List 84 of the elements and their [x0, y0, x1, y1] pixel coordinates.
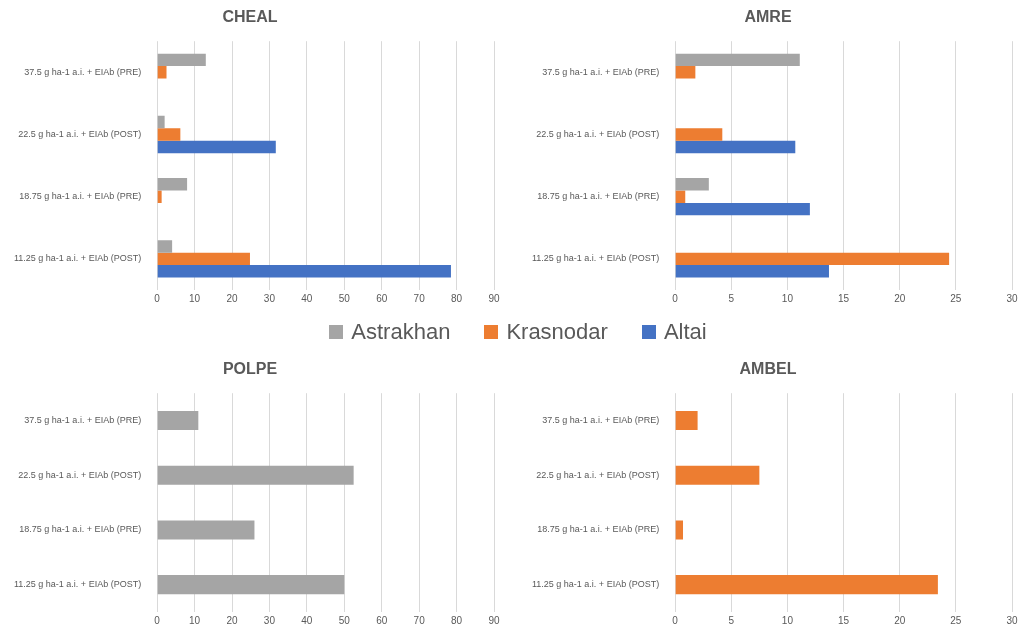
legend-label: Astrakhan — [351, 319, 451, 345]
y-tick-label: 37.5 g ha-1 a.i. + EIAb (PRE) — [24, 66, 142, 77]
x-tick-label: 20 — [894, 614, 906, 626]
x-tick-label: 20 — [226, 292, 238, 304]
x-tick-label: 80 — [451, 292, 463, 304]
x-tick-label: 25 — [950, 614, 962, 626]
bar — [157, 128, 181, 141]
bar — [675, 265, 829, 278]
x-tick-label: 0 — [154, 614, 161, 626]
y-tick-label: 22.5 g ha-1 a.i. + EIAb (POST) — [536, 128, 660, 139]
chart-title: AMBEL — [739, 360, 797, 378]
y-tick-label: 22.5 g ha-1 a.i. + EIAb (POST) — [18, 469, 142, 480]
x-tick-label: 70 — [413, 292, 426, 304]
bar — [675, 178, 709, 191]
x-tick-label: 60 — [376, 292, 388, 304]
y-tick-label: 11.25 g ha-1 a.i. + EIAb (POST) — [13, 579, 142, 590]
bar — [675, 140, 796, 154]
bar — [675, 66, 696, 79]
bar — [157, 190, 162, 203]
x-tick-label: 30 — [1006, 614, 1018, 626]
x-tick-label: 25 — [950, 292, 962, 304]
bar — [157, 465, 354, 485]
chart-title: CHEAL — [222, 8, 278, 26]
x-tick-label: 40 — [301, 614, 313, 626]
bar — [675, 252, 950, 266]
bar — [157, 140, 276, 154]
x-tick-label: 5 — [728, 292, 735, 304]
y-tick-label: 11.25 g ha-1 a.i. + EIAb (POST) — [13, 253, 142, 264]
x-tick-label: 50 — [338, 614, 351, 626]
bar — [675, 128, 723, 141]
bar — [157, 240, 173, 253]
bar — [675, 53, 800, 67]
x-tick-label: 90 — [488, 292, 500, 304]
x-tick-label: 50 — [338, 292, 351, 304]
x-tick-label: 90 — [488, 614, 500, 626]
x-tick-label: 60 — [376, 614, 388, 626]
bar — [157, 252, 250, 266]
x-tick-label: 40 — [301, 292, 313, 304]
bar — [675, 465, 760, 485]
y-tick-label: 37.5 g ha-1 a.i. + EIAb (PRE) — [542, 415, 660, 426]
bar — [157, 410, 199, 431]
legend-label: Krasnodar — [506, 319, 608, 345]
x-tick-label: 70 — [413, 614, 426, 626]
bar — [157, 53, 206, 67]
chart-title: POLPE — [222, 360, 278, 378]
chart-title: AMRE — [744, 8, 792, 26]
bar — [157, 575, 345, 595]
bar — [157, 178, 188, 191]
y-tick-label: 18.75 g ha-1 a.i. + EIAb (PRE) — [19, 191, 142, 202]
x-tick-label: 10 — [189, 614, 201, 626]
bar — [675, 575, 938, 595]
x-tick-label: 10 — [781, 614, 794, 626]
bar — [675, 520, 684, 540]
x-tick-label: 15 — [838, 292, 850, 304]
x-tick-label: 10 — [189, 292, 201, 304]
x-tick-label: 30 — [263, 292, 276, 304]
y-tick-label: 11.25 g ha-1 a.i. + EIAb (POST) — [531, 253, 660, 264]
x-tick-label: 0 — [672, 292, 679, 304]
y-tick-label: 18.75 g ha-1 a.i. + EIAb (PRE) — [537, 524, 660, 535]
x-tick-label: 80 — [451, 614, 463, 626]
bar — [157, 115, 165, 129]
x-tick-label: 5 — [728, 614, 735, 626]
bar — [675, 410, 698, 431]
x-tick-label: 10 — [781, 292, 794, 304]
x-tick-label: 0 — [154, 292, 161, 304]
y-tick-label: 18.75 g ha-1 a.i. + EIAb (PRE) — [537, 191, 660, 202]
x-tick-label: 30 — [263, 614, 276, 626]
bar — [157, 520, 255, 540]
x-tick-label: 15 — [838, 614, 850, 626]
bar — [157, 66, 167, 79]
bar — [675, 190, 686, 203]
y-tick-label: 37.5 g ha-1 a.i. + EIAb (PRE) — [542, 66, 660, 77]
bar — [157, 265, 451, 278]
bar — [675, 202, 810, 216]
x-tick-label: 20 — [894, 292, 906, 304]
y-tick-label: 18.75 g ha-1 a.i. + EIAb (PRE) — [19, 524, 142, 535]
legend-label: Altai — [663, 319, 707, 345]
y-tick-label: 11.25 g ha-1 a.i. + EIAb (POST) — [531, 579, 660, 590]
x-tick-label: 20 — [226, 614, 238, 626]
x-tick-label: 0 — [672, 614, 679, 626]
y-tick-label: 37.5 g ha-1 a.i. + EIAb (PRE) — [24, 415, 142, 426]
y-tick-label: 22.5 g ha-1 a.i. + EIAb (POST) — [536, 469, 660, 480]
x-tick-label: 30 — [1006, 292, 1018, 304]
y-tick-label: 22.5 g ha-1 a.i. + EIAb (POST) — [18, 128, 142, 139]
